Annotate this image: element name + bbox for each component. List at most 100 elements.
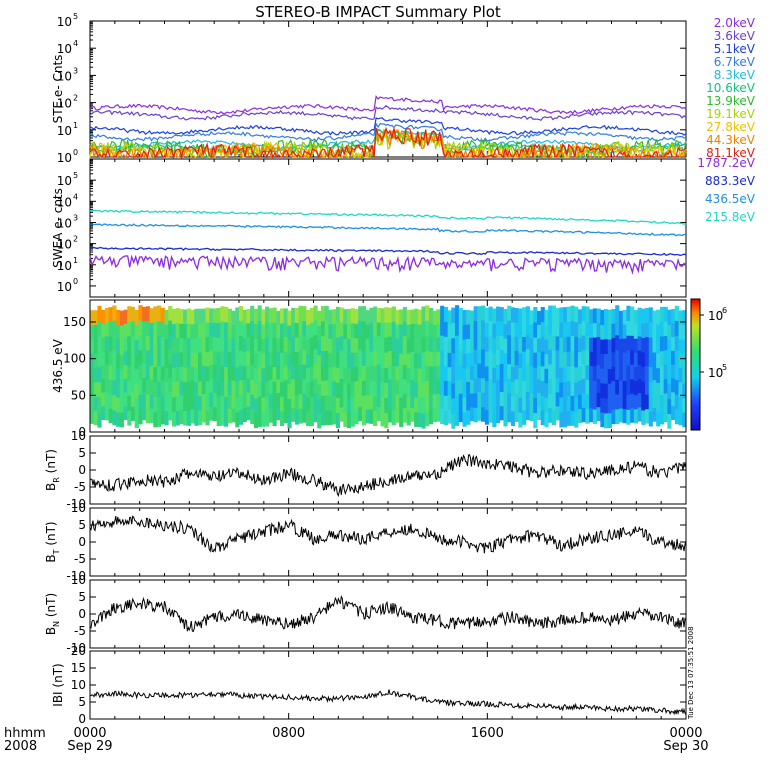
field-line xyxy=(89,454,687,498)
heatmap-cell xyxy=(376,406,381,421)
heatmap-cell xyxy=(205,336,210,352)
heatmap-cell xyxy=(127,410,132,426)
heatmap-cell xyxy=(246,322,251,338)
heatmap-cell xyxy=(626,350,631,366)
heatmap-cell xyxy=(108,379,113,395)
heatmap-cell xyxy=(324,409,329,426)
heatmap-cell xyxy=(306,353,311,369)
heatmap-cell xyxy=(510,336,516,353)
heatmap-cell xyxy=(209,336,214,351)
heatmap-cell xyxy=(93,410,98,426)
heatmap-cell xyxy=(358,306,363,321)
heatmap-cell xyxy=(451,337,456,354)
ste-legend-label: 3.6keV xyxy=(714,29,756,43)
heatmap-cell xyxy=(227,322,232,338)
heatmap-cell xyxy=(376,307,381,323)
heatmap-cell xyxy=(302,306,307,322)
heatmap-cell xyxy=(510,307,516,323)
heatmap-cell xyxy=(548,378,553,394)
heatmap-cell xyxy=(179,380,184,396)
panel-frame xyxy=(89,299,687,433)
heatmap-cell xyxy=(604,323,609,340)
heatmap-cell xyxy=(589,379,594,395)
heatmap-cell xyxy=(622,380,627,396)
heatmap-cell xyxy=(279,308,285,324)
heatmap-cell xyxy=(253,353,259,369)
heatmap-cell xyxy=(507,407,512,423)
x-tick-label: 1600 xyxy=(471,726,504,741)
heatmap-cell xyxy=(551,320,557,336)
heatmap-cell xyxy=(279,323,285,339)
heatmap-cell xyxy=(611,409,616,425)
heatmap-cell xyxy=(376,350,381,365)
heatmap-cell xyxy=(246,378,251,393)
heatmap-cell xyxy=(574,351,579,368)
heatmap-cell xyxy=(548,305,553,321)
heatmap-cell xyxy=(365,408,370,424)
heatmap-cell xyxy=(350,367,355,383)
heatmap-cell xyxy=(231,366,236,381)
heatmap-cell xyxy=(596,336,601,352)
heatmap-cell xyxy=(611,366,616,382)
heatmap-cell xyxy=(563,307,568,323)
heatmap-cell xyxy=(633,310,638,325)
heatmap-cell xyxy=(324,320,329,336)
heatmap-cell xyxy=(123,350,128,366)
heatmap-cell xyxy=(551,350,557,366)
heatmap-cell xyxy=(343,338,348,354)
heatmap-cell xyxy=(618,352,624,367)
heatmap-cell xyxy=(432,407,437,423)
heatmap-cell xyxy=(406,367,411,383)
ste-legend-label: 5.1keV xyxy=(714,42,756,56)
heatmap-cell xyxy=(410,309,415,324)
heatmap-cell xyxy=(566,395,571,411)
heatmap-cell xyxy=(462,339,467,355)
heatmap-cell xyxy=(671,391,676,407)
heatmap-cell xyxy=(209,308,214,323)
heatmap-cell xyxy=(484,380,489,396)
heatmap-cell xyxy=(231,408,236,423)
heatmap-cell xyxy=(268,408,273,423)
heatmap-cell xyxy=(477,334,482,350)
heatmap-cell xyxy=(93,396,98,411)
heatmap-cell xyxy=(544,353,549,369)
heatmap-cell xyxy=(559,382,564,398)
heatmap-cell xyxy=(157,335,162,352)
heatmap-cell xyxy=(563,396,568,413)
heatmap-cell xyxy=(641,366,646,382)
y-tick-label: 10 xyxy=(57,259,72,273)
ste-series-line xyxy=(89,117,687,136)
heatmap-cell xyxy=(648,322,653,338)
heatmap-cell xyxy=(555,322,560,337)
heatmap-cell xyxy=(205,395,210,411)
heatmap-cell xyxy=(577,351,583,367)
heatmap-cell xyxy=(477,320,482,336)
heatmap-cell xyxy=(291,336,296,351)
heatmap-cell xyxy=(637,307,642,323)
heatmap-cell xyxy=(529,379,534,394)
heatmap-cell xyxy=(618,380,624,395)
heatmap-cell xyxy=(93,381,98,397)
heatmap-cell xyxy=(134,398,139,414)
heatmap-cell xyxy=(261,397,266,413)
heatmap-cell xyxy=(570,320,575,337)
heatmap-cell xyxy=(149,408,154,423)
heatmap-cell xyxy=(589,323,594,338)
heatmap-cell xyxy=(440,335,445,351)
heatmap-cell xyxy=(436,379,441,394)
heatmap-cell xyxy=(198,337,203,353)
heatmap-cell xyxy=(425,335,430,351)
ste-legend-label: 81.1keV xyxy=(706,146,756,160)
heatmap-cell xyxy=(186,396,191,412)
heatmap-cell xyxy=(272,337,277,353)
heatmap-cell xyxy=(395,309,400,325)
heatmap-cell xyxy=(447,380,452,396)
heatmap-cell xyxy=(477,391,482,407)
heatmap-cell xyxy=(373,321,378,337)
heatmap-cell xyxy=(477,349,482,364)
heatmap-cell xyxy=(555,308,560,323)
heatmap-cell xyxy=(540,365,545,382)
heatmap-cell xyxy=(194,381,199,397)
heatmap-cell xyxy=(160,380,165,396)
heatmap-cell xyxy=(600,339,605,355)
